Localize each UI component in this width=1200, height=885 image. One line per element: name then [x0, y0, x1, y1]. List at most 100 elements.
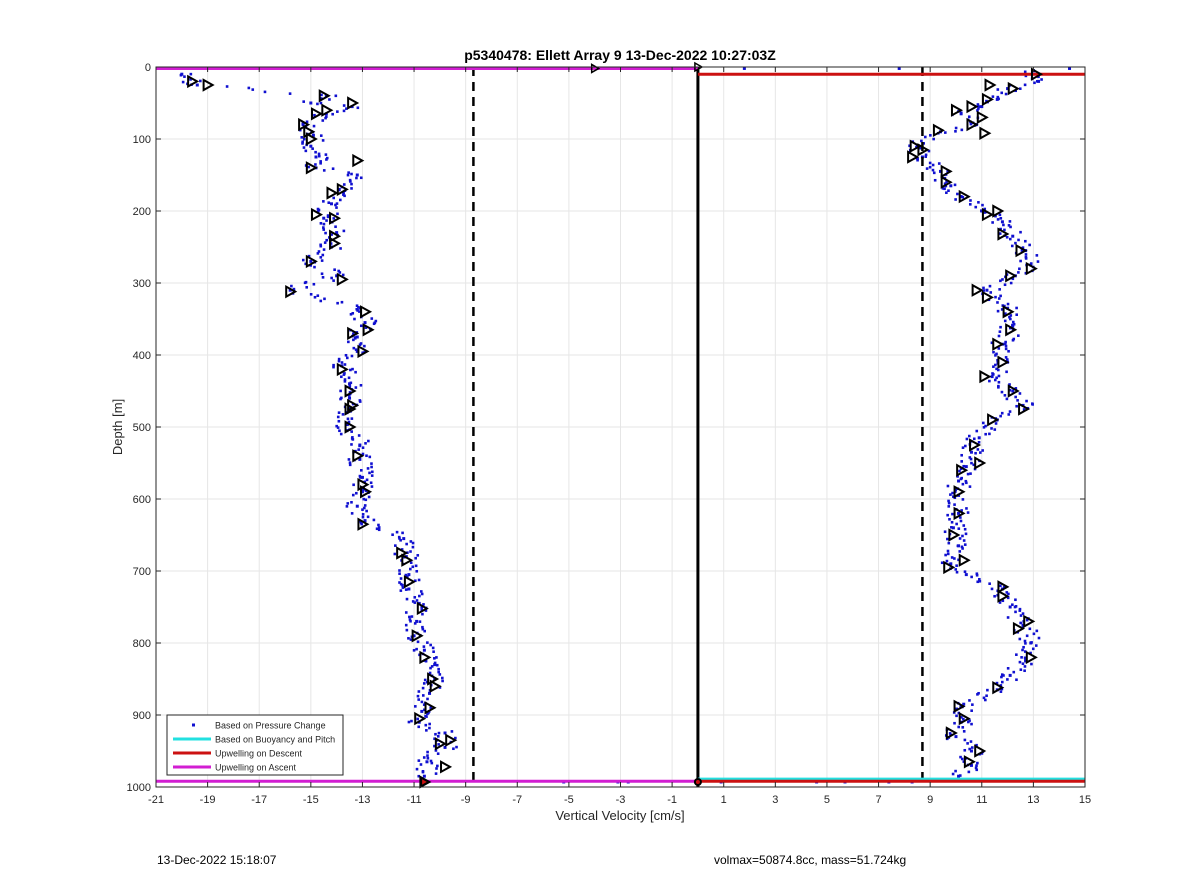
pressure-point — [452, 747, 455, 751]
velocity-marker — [357, 517, 370, 531]
pressure-point — [947, 189, 950, 193]
pressure-point — [940, 561, 944, 565]
pressure-point — [950, 520, 954, 524]
velocity-marker — [360, 485, 373, 499]
pressure-point — [421, 770, 425, 774]
pressure-point — [415, 599, 419, 602]
pressure-point — [1019, 230, 1022, 234]
pressure-point — [998, 232, 1002, 235]
pressure-point — [422, 756, 426, 759]
x-axis-label: Vertical Velocity [cm/s] — [555, 808, 684, 823]
velocity-marker — [305, 161, 318, 175]
pressure-point — [974, 766, 978, 770]
pressure-point — [358, 400, 362, 403]
pressure-point — [417, 759, 421, 762]
pressure-point — [354, 386, 358, 389]
pressure-point — [338, 271, 342, 274]
pressure-point — [316, 102, 319, 106]
pressure-point — [961, 446, 965, 449]
pressure-point — [946, 170, 949, 173]
velocity-marker — [1025, 261, 1038, 276]
pressure-point — [941, 187, 945, 190]
pressure-point — [372, 518, 376, 522]
pressure-point — [399, 538, 402, 542]
pressure-point — [1008, 605, 1012, 609]
pressure-point — [1004, 92, 1008, 96]
pressure-point — [990, 427, 993, 430]
pressure-point — [986, 688, 989, 692]
pressure-point — [199, 79, 202, 83]
pressure-point — [968, 719, 971, 722]
pressure-point — [955, 522, 958, 526]
pressure-point — [1005, 370, 1008, 374]
pressure-point — [933, 178, 937, 182]
pressure-point — [350, 443, 353, 446]
pressure-point — [960, 453, 963, 457]
pressure-point — [401, 531, 404, 535]
pressure-point — [1014, 395, 1017, 399]
pressure-point — [356, 309, 359, 312]
pressure-point — [981, 421, 985, 425]
pressure-point — [948, 517, 951, 521]
velocity-marker — [411, 629, 424, 643]
pressure-point — [949, 493, 952, 496]
pressure-point — [430, 761, 434, 765]
pressure-point — [927, 149, 931, 153]
legend-label: Based on Buoyancy and Pitch — [215, 735, 335, 745]
pressure-point — [434, 772, 438, 775]
pressure-point — [967, 115, 971, 119]
chart-title: p5340478: Ellett Array 9 13-Dec-2022 10:… — [464, 47, 776, 63]
pressure-point — [1019, 614, 1023, 617]
pressure-point — [1000, 91, 1004, 95]
pressure-point — [976, 580, 980, 584]
pressure-point — [348, 396, 352, 400]
grid — [155, 66, 1086, 788]
pressure-point — [343, 194, 346, 198]
pressure-point — [319, 134, 323, 137]
velocity-marker — [997, 589, 1010, 603]
pressure-point — [426, 697, 429, 701]
pressure-point — [1014, 387, 1018, 390]
pressure-point — [361, 513, 365, 516]
velocity-marker — [401, 553, 414, 567]
pressure-point — [432, 650, 435, 654]
pressure-point — [968, 434, 971, 438]
pressure-point — [997, 97, 1000, 101]
pressure-point — [959, 111, 963, 115]
pressure-point — [1011, 323, 1014, 327]
pressure-point — [1020, 249, 1024, 252]
footer-timestamp: 13-Dec-2022 15:18:07 — [157, 853, 277, 867]
pressure-point — [421, 627, 425, 631]
pressure-point — [1008, 315, 1011, 319]
pressure-point — [417, 774, 421, 778]
x-tick-label: 5 — [824, 794, 830, 806]
pressure-point — [321, 276, 325, 279]
pressure-point — [1023, 665, 1027, 668]
x-tick-label: -5 — [564, 794, 574, 806]
velocity-marker — [940, 164, 953, 179]
pressure-point — [959, 195, 963, 198]
pressure-point — [420, 709, 424, 713]
pressure-point — [1028, 627, 1032, 631]
velocity-marker — [434, 737, 447, 751]
pressure-point — [342, 104, 346, 107]
legend-item: Upwelling on Descent — [173, 749, 303, 759]
velocity-marker — [966, 99, 979, 114]
pressure-point — [1017, 334, 1020, 337]
pressure-point — [997, 374, 1001, 378]
pressure-point — [302, 146, 306, 149]
x-tick-label: -19 — [200, 794, 216, 806]
pressure-point — [420, 608, 424, 612]
pressure-point — [999, 294, 1002, 298]
pressure-point — [960, 757, 964, 761]
pressure-point — [404, 623, 408, 627]
pressure-point — [1023, 70, 1027, 74]
pressure-point — [429, 666, 432, 670]
pressure-point — [288, 288, 292, 292]
pressure-point — [962, 717, 965, 721]
pressure-point — [947, 501, 951, 505]
pressure-point — [978, 577, 981, 581]
pressure-point — [333, 268, 336, 271]
velocity-marker — [336, 272, 349, 287]
pressure-point — [1006, 667, 1010, 670]
